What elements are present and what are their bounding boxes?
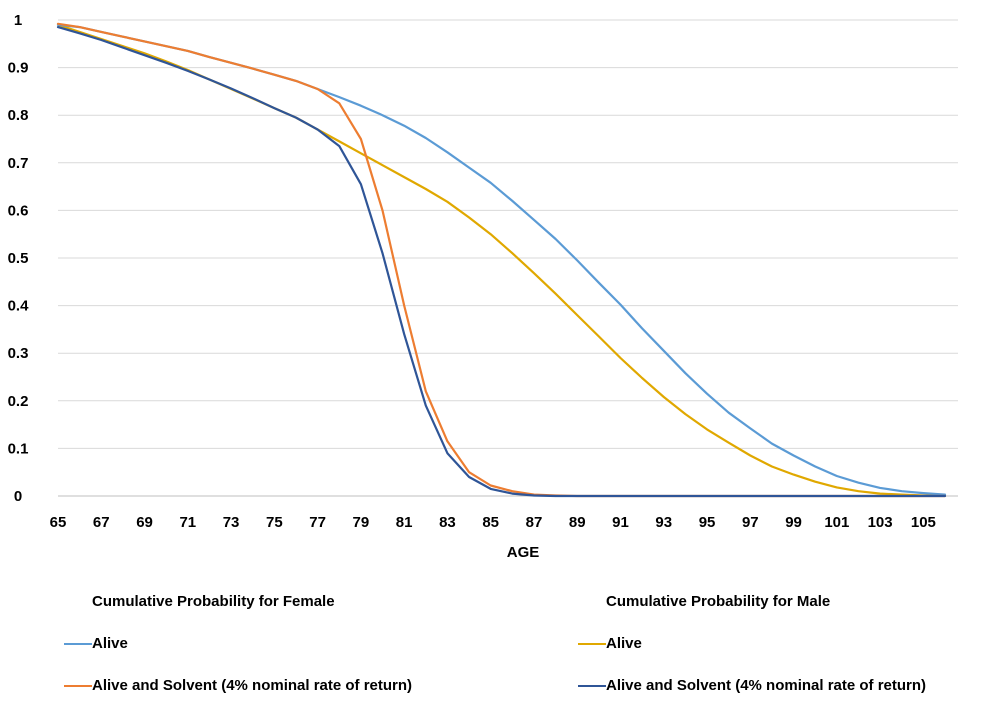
y-tick-label: 0.4 bbox=[8, 298, 30, 315]
x-tick-label: 101 bbox=[824, 514, 849, 531]
x-tick-label: 105 bbox=[911, 514, 936, 531]
legend-swatch-male-alive bbox=[578, 643, 606, 645]
x-tick-label: 93 bbox=[655, 514, 672, 531]
y-tick-label: 0.6 bbox=[8, 202, 29, 219]
x-tick-label: 85 bbox=[482, 514, 499, 531]
series-line-male-solvent bbox=[56, 26, 947, 498]
x-tick-label: 83 bbox=[439, 514, 456, 531]
y-tick-label: 0.1 bbox=[8, 440, 29, 457]
x-tick-label: 103 bbox=[868, 514, 893, 531]
x-tick-label: 73 bbox=[223, 514, 240, 531]
legend-swatch-male-solvent bbox=[578, 685, 606, 687]
legend-heading-female: Cumulative Probability for Female bbox=[92, 593, 335, 610]
x-tick-label: 87 bbox=[526, 514, 543, 531]
x-tick-label: 97 bbox=[742, 514, 759, 531]
y-tick-label: 0.7 bbox=[8, 155, 29, 172]
x-tick-label: 67 bbox=[93, 514, 110, 531]
x-axis-tick-labels: 65 67 69 71 73 75 77 79 81 83 85 87 89 91 93 95 97 99 101 1… bbox=[50, 514, 936, 531]
y-axis-tick-labels: 0 0.1 0.2 0.3 0.4 0.5 0.6 0.7 0.8 0.9 1 bbox=[8, 12, 30, 505]
legend-entry-female-alive: Alive bbox=[64, 633, 464, 655]
legend-label-male-solvent: Alive and Solvent (4% nominal rate of re… bbox=[606, 677, 927, 694]
x-tick-label: 77 bbox=[309, 514, 326, 531]
series-line-male-alive bbox=[56, 23, 947, 497]
legend-label-male-alive: Alive bbox=[606, 635, 642, 652]
series-line-female-alive bbox=[56, 23, 947, 496]
legend-swatch-female-solvent bbox=[64, 685, 92, 687]
line-chart: 0 0.1 0.2 0.3 0.4 0.5 0.6 0.7 0.8 0.9 1 65 67 69 71 73… bbox=[8, 12, 958, 561]
gridlines bbox=[58, 19, 958, 497]
series-line-female-solvent bbox=[56, 22, 947, 498]
y-tick-label: 0.2 bbox=[8, 393, 29, 410]
x-tick-label: 71 bbox=[179, 514, 196, 531]
y-tick-label: 0.9 bbox=[8, 60, 29, 77]
legend-heading-male: Cumulative Probability for Male bbox=[606, 593, 831, 610]
legend-entry-male-alive: Alive bbox=[578, 633, 978, 655]
legend-swatch-female-alive bbox=[64, 643, 92, 645]
y-tick-label: 0.8 bbox=[8, 107, 29, 124]
x-tick-label: 79 bbox=[353, 514, 370, 531]
x-tick-label: 91 bbox=[612, 514, 629, 531]
y-tick-label: 0.5 bbox=[8, 250, 29, 267]
x-tick-label: 81 bbox=[396, 514, 413, 531]
y-tick-label: 0.3 bbox=[8, 345, 29, 362]
x-tick-label: 65 bbox=[50, 514, 67, 531]
legend-label-female-solvent: Alive and Solvent (4% nominal rate of re… bbox=[92, 677, 413, 694]
x-tick-label: 95 bbox=[699, 514, 716, 531]
x-tick-label: 99 bbox=[785, 514, 802, 531]
legend-entry-female-solvent: Alive and Solvent (4% nominal rate of re… bbox=[64, 675, 464, 697]
legend-group-female: Cumulative Probability for Female Alive … bbox=[64, 591, 464, 717]
legend-entry-male-solvent: Alive and Solvent (4% nominal rate of re… bbox=[578, 675, 978, 697]
x-tick-label: 89 bbox=[569, 514, 586, 531]
series-lines bbox=[56, 22, 947, 498]
y-tick-label: 1 bbox=[14, 12, 22, 29]
y-tick-label: 0 bbox=[14, 488, 22, 505]
x-tick-label: 75 bbox=[266, 514, 283, 531]
x-tick-label: 69 bbox=[136, 514, 153, 531]
legend-group-male: Cumulative Probability for Male Alive Al… bbox=[578, 591, 978, 717]
legend-label-female-alive: Alive bbox=[92, 635, 128, 652]
x-axis-title: AGE bbox=[507, 544, 540, 561]
